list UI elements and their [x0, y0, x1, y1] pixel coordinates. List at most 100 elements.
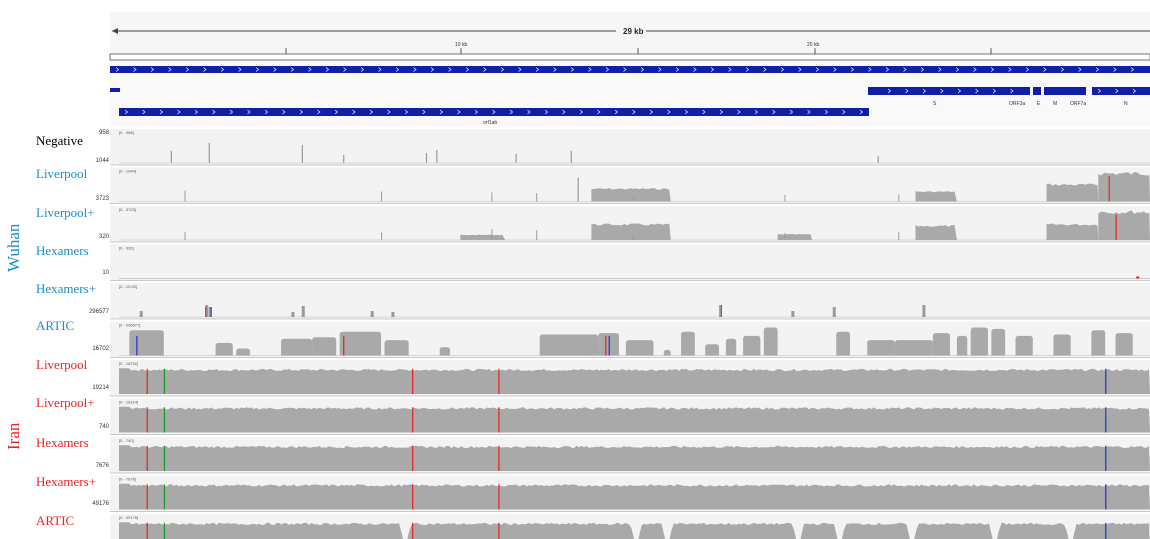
- sequence-chevron-icon: [1008, 67, 1012, 72]
- sequence-chevron-icon: [1130, 67, 1135, 72]
- amplicon-block: [991, 328, 1006, 356]
- coverage-spike: [877, 156, 879, 163]
- gene-chevron-icon: [317, 109, 321, 115]
- mismatch-mark: [343, 335, 345, 356]
- sequence-chevron-icon: [518, 67, 522, 72]
- coverage-block: [1098, 210, 1150, 240]
- gene-chevron-icon: [667, 109, 671, 115]
- ruler-tick-label-10kb: 10 kb: [455, 42, 467, 48]
- coverage-block: [1046, 183, 1099, 202]
- coverage-bar: [718, 305, 722, 317]
- sequence-chevron-icon: [133, 67, 137, 72]
- mismatch-mark: [210, 307, 212, 317]
- track-max-wuhan-liverpool: 1044: [95, 158, 109, 164]
- mismatch-mark: [146, 445, 148, 471]
- amplicon-block: [539, 334, 599, 356]
- track-label-negative: Negative: [36, 133, 83, 148]
- sequence-chevron-icon: [395, 67, 400, 72]
- gene-orf3a-bar: [1033, 87, 1041, 95]
- coverage-spike: [515, 154, 517, 163]
- coverage-spike: [208, 143, 210, 163]
- sequence-chevron-icon: [885, 67, 890, 72]
- coverage-area: [119, 406, 1150, 433]
- coverage-spike: [570, 151, 572, 163]
- track-max-wuhan-artic: 296577: [88, 309, 109, 315]
- gene-chevron-icon: [212, 109, 216, 115]
- coverage-track: [0 - 296577]: [110, 321, 1150, 358]
- gene-chevron-icon: [544, 109, 549, 115]
- amplicon-block: [763, 327, 778, 356]
- coverage-spike: [381, 191, 383, 202]
- mismatch-mark: [146, 368, 148, 394]
- amplicon-block: [384, 340, 409, 356]
- gene-label-e: E: [1037, 101, 1041, 107]
- sequence-chevron-icon: [1025, 67, 1030, 72]
- sequence-chevron-icon: [220, 67, 225, 72]
- mismatch-mark: [163, 445, 166, 471]
- sequence-chevron-icon: [290, 67, 295, 72]
- amplicon-block: [1091, 330, 1106, 356]
- gene-chevron-icon: [159, 109, 164, 115]
- mismatch-mark: [1108, 176, 1110, 202]
- gene-chevron-icon: [737, 109, 741, 115]
- sequence-chevron-icon: [955, 67, 960, 72]
- amplicon-block: [663, 349, 671, 356]
- coverage-bar: [391, 312, 395, 317]
- gene-label-orf3a: ORF3a: [1009, 101, 1025, 107]
- coverage-bar: [139, 311, 143, 317]
- sequence-chevron-icon: [325, 67, 330, 72]
- track-range-label: [0 - 1044]: [119, 169, 136, 174]
- track-label-iran-liverpool: Liverpool: [36, 357, 88, 372]
- gene-label-orf1ab: orf1ab: [483, 120, 497, 126]
- amplicon-block: [1115, 333, 1133, 356]
- mismatch-mark: [1105, 368, 1107, 394]
- gene-chevron-icon: [387, 109, 391, 115]
- gene-chevrons: [124, 88, 1137, 115]
- coverage-track: [0 - 1044]: [110, 167, 1150, 204]
- coverage-spike: [536, 193, 538, 202]
- amplicon-block: [681, 331, 695, 356]
- mismatch-mark: [412, 445, 414, 471]
- gene-chevron-icon: [957, 88, 962, 94]
- amplicon-block: [932, 333, 951, 356]
- sequence-chevron-icon: [623, 67, 627, 72]
- sequence-chevron-icon: [535, 67, 540, 72]
- amplicon-block: [439, 347, 451, 356]
- coverage-spike: [898, 194, 900, 202]
- sequence-chevron-icon: [115, 67, 120, 72]
- mismatch-mark: [498, 368, 500, 394]
- sequence-chevron-icon: [343, 67, 347, 72]
- track-background: [110, 283, 1150, 319]
- amplicon-block: [894, 340, 933, 356]
- coverage-spike: [898, 232, 900, 240]
- gene-chevron-icon: [1132, 88, 1137, 94]
- coverage-block: [915, 191, 957, 202]
- track-max-wuhan-liverpool-plus: 3723: [95, 196, 109, 202]
- amplicon-block: [743, 335, 761, 356]
- mismatch-mark: [1105, 407, 1107, 433]
- gene-chevron-icon: [887, 88, 892, 94]
- track-range-label: [0 - 49176]: [119, 515, 138, 520]
- sequence-chevron-icon: [605, 67, 610, 72]
- sequence-chevron-icon: [150, 67, 155, 72]
- sequence-chevron-icon: [413, 67, 417, 72]
- sequence-chevron-icon: [675, 67, 680, 72]
- sequence-chevron-icon: [570, 67, 575, 72]
- ruler-span-label: 29 kb: [623, 27, 644, 36]
- coverage-area: [119, 522, 1150, 539]
- gene-label-m: M: [1053, 101, 1057, 107]
- track-label-iran-hexamers: Hexamers: [36, 435, 89, 450]
- coverage-track: [0 - 19214]: [110, 398, 1150, 435]
- gene-chevron-icon: [562, 109, 566, 115]
- sequence-chevron-icon: [1060, 67, 1065, 72]
- coverage-spike: [632, 197, 634, 202]
- track-label-wuhan-hexamers: Hexamers: [36, 243, 89, 258]
- gene-n-bar: [1092, 87, 1150, 95]
- coverage-block: [460, 234, 506, 240]
- coverage-block: [591, 188, 671, 202]
- mismatch-mark: [498, 407, 500, 433]
- sequence-chevron-icon: [448, 67, 452, 72]
- sequence-chevron-icon: [185, 67, 190, 72]
- track-label-iran-artic: ARTIC: [36, 513, 75, 528]
- mismatch-mark: [1105, 522, 1107, 539]
